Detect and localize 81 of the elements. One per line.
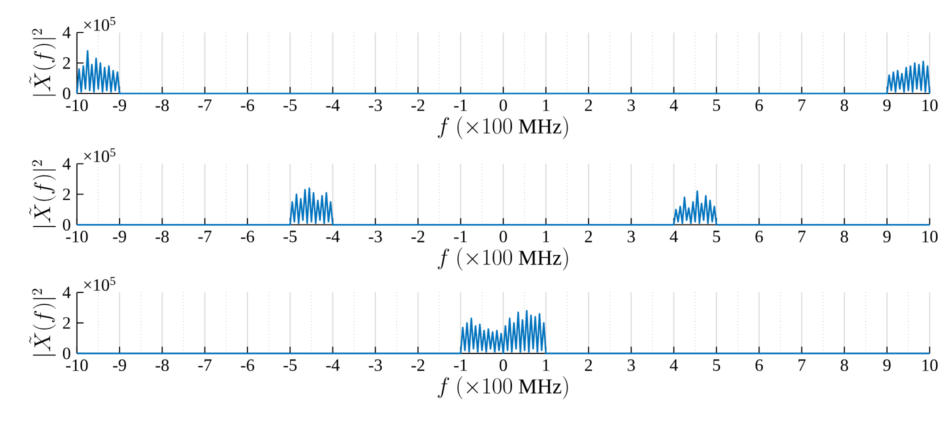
y-axis-title: $|\tilde{X}(f)|^2$ — [29, 29, 56, 96]
x-tick-label: 9 — [883, 360, 891, 372]
x-tick-label: 10 — [922, 100, 938, 112]
x-tick-label: -4 — [326, 360, 340, 371]
x-tick-label: 4 — [670, 360, 678, 371]
x-tick-label: 9 — [883, 230, 891, 243]
x-tick-label: -1 — [454, 360, 467, 371]
x-tick-label: -6 — [240, 360, 254, 372]
x-tick-label: 8 — [840, 100, 848, 112]
x-tick-label: 4 — [670, 230, 678, 242]
x-tick-label: -7 — [198, 100, 212, 111]
x-tick-label: -7 — [198, 230, 212, 242]
x-tick-label: 2 — [584, 100, 592, 112]
x-tick-label: 7 — [798, 360, 806, 371]
x-tick-label: -2 — [411, 230, 424, 242]
x-tick-label: 5 — [713, 100, 720, 112]
x-tick-label: -8 — [156, 360, 169, 372]
y-axis-title: $|\tilde{X}(f)|^2$ — [29, 160, 56, 228]
x-tick-label: 3 — [628, 230, 635, 243]
y-tick-label: 2 — [63, 188, 70, 200]
x-tick-label: 8 — [840, 360, 848, 372]
x-tick-label: 10 — [922, 360, 938, 372]
x-tick-label: 7 — [798, 230, 806, 242]
x-tick-label: 1 — [543, 360, 550, 371]
x-tick-label: 5 — [713, 230, 720, 242]
x-tick-label: 4 — [670, 100, 678, 111]
x-tick-label: 2 — [584, 360, 592, 371]
x-tick-label: 6 — [756, 100, 763, 112]
x-tick-label: -9 — [113, 360, 126, 372]
x-tick-label: 9 — [883, 100, 891, 112]
x-tick-label: -8 — [156, 230, 169, 243]
x-axis-title: $f\ (\times 100\ \mathrm{MHz})$ — [438, 248, 568, 271]
y-axis-title: $|\tilde{X}(f)|^2$ — [29, 289, 56, 356]
y-tick-label: 4 — [62, 158, 71, 170]
x-tick-label: -8 — [156, 100, 169, 112]
x-tick-label: 0 — [500, 230, 507, 243]
x-tick-label: -10 — [66, 360, 88, 372]
text: ×10$^{5}$ — [84, 277, 116, 291]
x-tick-label: 0 — [500, 360, 507, 372]
x-tick-label: 6 — [756, 230, 763, 243]
x-tick-label: -10 — [66, 100, 88, 112]
x-tick-label: 3 — [628, 360, 635, 372]
x-tick-label: -2 — [411, 360, 424, 371]
x-tick-label: -2 — [411, 100, 424, 112]
x-tick-label: -9 — [113, 230, 126, 243]
x-tick-label: 8 — [840, 230, 848, 243]
y-tick-label: 0 — [62, 219, 70, 231]
x-tick-label: 6 — [756, 360, 763, 372]
x-tick-label: 1 — [543, 230, 550, 242]
x-tick-label: -1 — [454, 230, 467, 242]
x-tick-label: -3 — [368, 230, 382, 243]
x-tick-label: -5 — [284, 230, 297, 242]
text: ×10$^{5}$ — [84, 148, 116, 162]
x-tick-label: 0 — [500, 100, 507, 112]
x-tick-label: -4 — [326, 230, 340, 242]
x-axis-title: $f\ (\times 100\ \mathrm{MHz})$ — [438, 116, 568, 140]
y-tick-label: 4 — [62, 286, 71, 298]
x-tick-label: -6 — [240, 100, 254, 112]
x-tick-label: 3 — [628, 100, 635, 112]
x-tick-label: -1 — [454, 100, 467, 112]
x-tick-label: -10 — [66, 230, 88, 243]
x-tick-label: 10 — [922, 230, 938, 243]
x-tick-label: -6 — [240, 230, 254, 243]
x-tick-label: 1 — [543, 100, 550, 112]
x-tick-label: 5 — [713, 360, 720, 372]
x-tick-label: -3 — [368, 100, 382, 112]
y-tick-label: 2 — [63, 57, 70, 69]
x-tick-label: -5 — [284, 100, 297, 112]
x-tick-label: -4 — [326, 100, 340, 111]
y-tick-label: 4 — [62, 26, 71, 38]
x-tick-label: -5 — [284, 360, 297, 372]
x-tick-label: -7 — [198, 360, 212, 371]
x-tick-label: 2 — [584, 230, 592, 242]
text: ×10$^{5}$ — [84, 17, 116, 32]
x-axis-title: $f\ (\times 100\ \mathrm{MHz})$ — [438, 376, 568, 400]
x-tick-label: -9 — [113, 100, 126, 112]
y-tick-label: 2 — [63, 317, 70, 329]
y-tick-label: 0 — [62, 88, 70, 100]
x-tick-label: -3 — [368, 360, 382, 372]
x-tick-label: 7 — [798, 100, 806, 111]
y-tick-label: 0 — [62, 348, 70, 360]
